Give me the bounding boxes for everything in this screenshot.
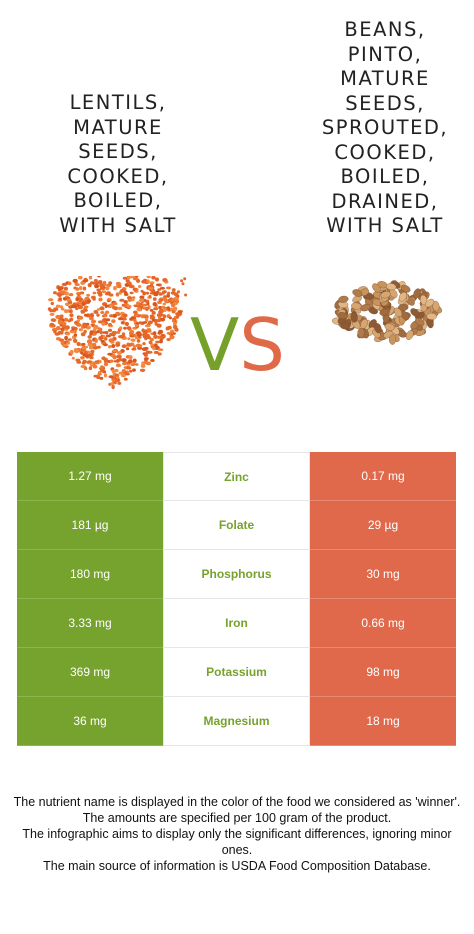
footer-line: The infographic aims to display only the… — [22, 827, 452, 857]
left-value: 181 µg — [17, 501, 163, 550]
table-row: 180 mg Phosphorus 30 mg — [17, 550, 456, 599]
footer-line: The nutrient name is displayed in the co… — [13, 795, 461, 809]
nutrient-name: Potassium — [163, 648, 310, 697]
nutrient-comparison-table: 1.27 mg Zinc 0.17 mg 181 µg Folate 29 µg… — [17, 452, 456, 746]
versus-s: S — [239, 303, 285, 387]
nutrient-name: Magnesium — [163, 697, 310, 746]
food-left-title: LENTILS, MATURE SEEDS, COOKED, BOILED, W… — [59, 91, 177, 237]
right-value: 18 mg — [310, 697, 456, 746]
footer-notes: The nutrient name is displayed in the co… — [12, 794, 462, 874]
right-value: 0.66 mg — [310, 599, 456, 648]
right-value: 30 mg — [310, 550, 456, 599]
red-lentils-heart-icon — [47, 276, 188, 390]
left-value: 369 mg — [17, 648, 163, 697]
table-row: 369 mg Potassium 98 mg — [17, 648, 456, 697]
food-right-title: BEANS, PINTO, MATURE SEEDS, SPROUTED, CO… — [321, 18, 449, 237]
nutrient-name: Folate — [163, 501, 310, 550]
pinto-beans-pile-icon — [331, 279, 443, 345]
versus-v: V — [190, 303, 240, 387]
nutrient-name: Zinc — [163, 452, 310, 501]
column-divider — [309, 452, 310, 746]
left-value: 1.27 mg — [17, 452, 163, 501]
left-value: 3.33 mg — [17, 599, 163, 648]
nutrient-name: Iron — [163, 599, 310, 648]
footer-line: The amounts are specified per 100 gram o… — [82, 811, 392, 825]
table-row: 3.33 mg Iron 0.66 mg — [17, 599, 456, 648]
table-row: 1.27 mg Zinc 0.17 mg — [17, 452, 456, 501]
left-value: 180 mg — [17, 550, 163, 599]
right-value: 29 µg — [310, 501, 456, 550]
right-value: 0.17 mg — [310, 452, 456, 501]
table-row: 36 mg Magnesium 18 mg — [17, 697, 456, 746]
right-value: 98 mg — [310, 648, 456, 697]
nutrient-name: Phosphorus — [163, 550, 310, 599]
versus-label: VS — [190, 305, 285, 385]
footer-line: The main source of information is USDA F… — [43, 859, 431, 873]
table-row: 181 µg Folate 29 µg — [17, 501, 456, 550]
column-divider — [163, 452, 164, 746]
left-value: 36 mg — [17, 697, 163, 746]
